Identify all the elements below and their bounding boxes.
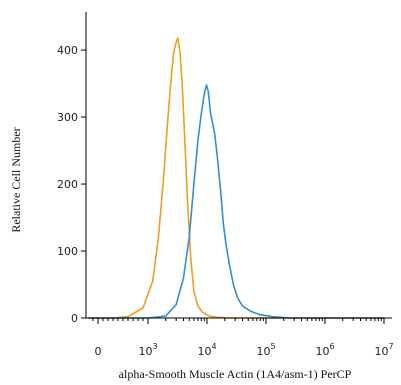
y-tick-label: 400 bbox=[57, 44, 78, 57]
histogram-series-1 bbox=[88, 37, 384, 319]
x-axis-label: alpha-Smooth Muscle Actin (1A4/asm-1) Pe… bbox=[119, 367, 352, 381]
y-tick-label: 100 bbox=[57, 245, 78, 258]
x-tick-label: 105 bbox=[256, 342, 275, 358]
y-tick-label: 300 bbox=[57, 111, 78, 124]
histogram-series-2 bbox=[88, 84, 384, 319]
x-tick-label: 106 bbox=[315, 342, 334, 358]
y-tick-label: 200 bbox=[57, 178, 78, 191]
y-tick-label: 0 bbox=[71, 312, 78, 325]
x-tick-label: 0 bbox=[95, 345, 102, 358]
x-tick-label: 103 bbox=[138, 342, 157, 358]
plot-area bbox=[88, 37, 384, 319]
axes: 0 100 200 300 400 0 103 104 105 106 107 bbox=[57, 12, 394, 358]
y-axis-label: Relative Cell Number bbox=[9, 127, 23, 232]
x-tick-label: 107 bbox=[374, 342, 393, 358]
x-tick-label: 104 bbox=[197, 342, 216, 358]
